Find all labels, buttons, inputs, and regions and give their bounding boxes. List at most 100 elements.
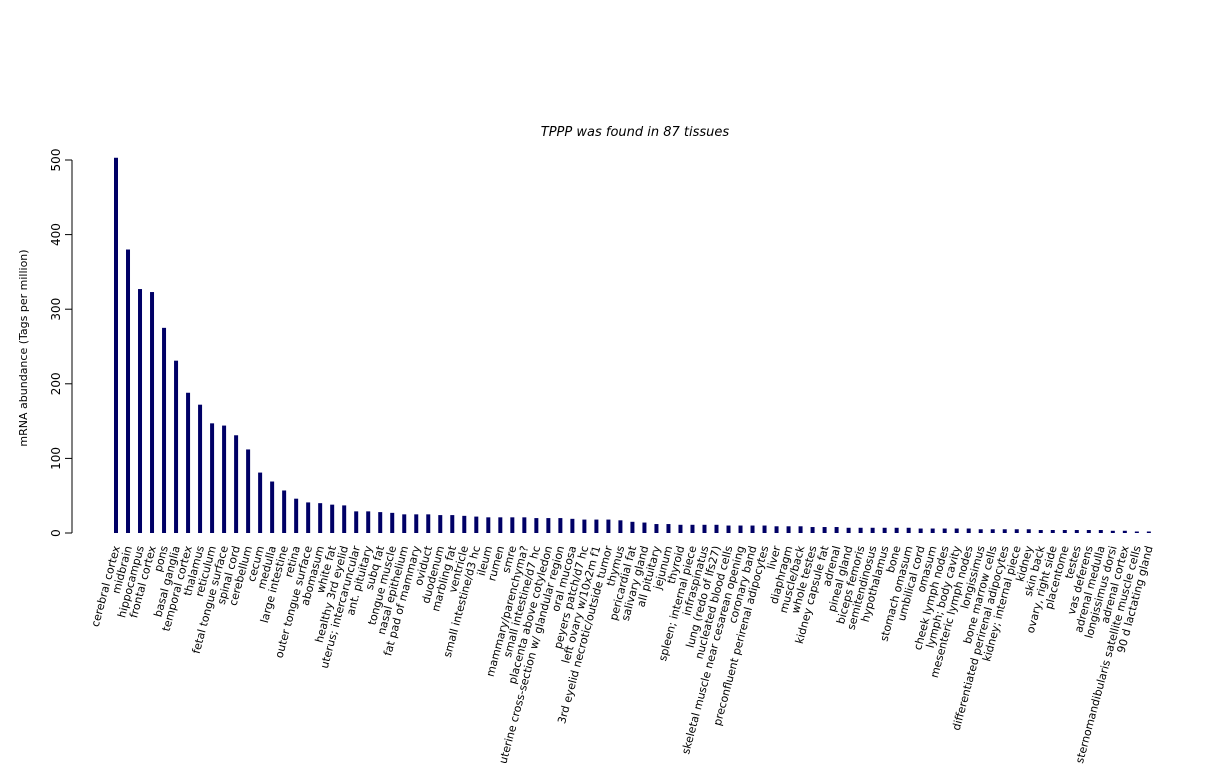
bar bbox=[726, 525, 731, 533]
bar bbox=[678, 524, 683, 533]
bar bbox=[150, 292, 155, 533]
bar bbox=[354, 511, 359, 533]
bar bbox=[882, 527, 887, 533]
bar bbox=[306, 502, 311, 533]
bar bbox=[522, 517, 527, 533]
bar bbox=[918, 528, 923, 533]
y-axis: 0 100 200 300 400 500 bbox=[49, 149, 73, 537]
bars bbox=[114, 157, 1151, 533]
y-tick-label: 200 bbox=[49, 372, 63, 395]
bar bbox=[114, 157, 118, 533]
bar bbox=[906, 527, 911, 533]
bar bbox=[1134, 531, 1139, 533]
bar bbox=[954, 528, 959, 533]
bar bbox=[1050, 530, 1055, 533]
bar bbox=[582, 519, 587, 533]
bar bbox=[210, 423, 215, 533]
bar bbox=[1086, 530, 1091, 533]
bar bbox=[834, 527, 839, 533]
bar bbox=[294, 498, 299, 533]
bar bbox=[594, 519, 599, 533]
bar bbox=[186, 392, 191, 533]
x-tick-labels: cerebral cortexmidbrainhippocampusfronta… bbox=[89, 544, 1156, 765]
bar bbox=[570, 518, 575, 533]
bar bbox=[342, 505, 347, 533]
y-axis-label: mRNA abundance (Tags per million) bbox=[17, 249, 30, 446]
bar bbox=[1038, 530, 1043, 533]
bar bbox=[198, 404, 203, 533]
bar bbox=[450, 515, 455, 533]
bar bbox=[774, 526, 779, 533]
bar bbox=[1122, 530, 1127, 533]
bar bbox=[870, 527, 875, 533]
bar bbox=[642, 522, 647, 533]
bar bbox=[1098, 530, 1103, 533]
bar bbox=[1002, 529, 1007, 533]
bar bbox=[630, 521, 635, 533]
bar bbox=[558, 518, 563, 533]
bar bbox=[330, 504, 335, 533]
bar bbox=[702, 524, 707, 533]
bar bbox=[786, 526, 791, 533]
bar bbox=[126, 249, 131, 533]
bar bbox=[1074, 530, 1079, 533]
bar bbox=[738, 525, 743, 533]
bar bbox=[1026, 529, 1031, 533]
bar bbox=[162, 327, 167, 533]
bar bbox=[486, 517, 491, 533]
bar bbox=[270, 481, 275, 533]
bar bbox=[462, 515, 467, 533]
bar bbox=[402, 514, 407, 533]
bar bbox=[510, 517, 515, 533]
bar bbox=[606, 519, 611, 533]
bar bbox=[846, 527, 851, 533]
bar bbox=[1110, 530, 1115, 533]
bar bbox=[474, 516, 479, 533]
bar bbox=[1062, 530, 1067, 533]
y-tick-label: 0 bbox=[49, 529, 63, 537]
bar bbox=[366, 511, 371, 533]
bar bbox=[822, 527, 827, 533]
bar bbox=[438, 515, 443, 533]
bar bbox=[138, 289, 143, 533]
bar bbox=[942, 528, 947, 533]
bar bbox=[174, 360, 179, 533]
bar bbox=[414, 514, 419, 533]
bar bbox=[426, 514, 431, 533]
bar bbox=[1014, 529, 1019, 533]
bar bbox=[966, 528, 971, 533]
bar bbox=[390, 512, 395, 533]
bar bbox=[666, 524, 671, 533]
chart-title: TPPP was found in 87 tissues bbox=[541, 125, 730, 140]
y-tick-label: 300 bbox=[49, 298, 63, 321]
y-tick-label: 500 bbox=[49, 149, 63, 172]
bar bbox=[234, 435, 239, 533]
bar bbox=[498, 517, 503, 533]
bar bbox=[546, 518, 551, 533]
y-tick-label: 100 bbox=[49, 447, 63, 470]
bar bbox=[1146, 531, 1151, 533]
bar bbox=[258, 472, 263, 533]
x-tick-label: liver bbox=[765, 544, 784, 571]
bar bbox=[534, 518, 539, 533]
bar bbox=[246, 449, 251, 533]
bar bbox=[618, 520, 623, 533]
bar bbox=[894, 527, 899, 533]
bar bbox=[810, 527, 815, 533]
bar bbox=[282, 490, 287, 533]
bar bbox=[750, 525, 755, 533]
bar bbox=[654, 524, 659, 533]
bar bbox=[690, 524, 695, 533]
bar bbox=[318, 503, 323, 533]
bar bbox=[930, 528, 935, 533]
bar bbox=[378, 512, 383, 533]
bar bbox=[978, 529, 983, 533]
bar bbox=[222, 425, 227, 533]
y-tick-label: 400 bbox=[49, 223, 63, 246]
bar bbox=[858, 527, 863, 533]
bar bbox=[762, 525, 767, 533]
bar bbox=[714, 524, 719, 533]
bar bbox=[798, 526, 803, 533]
bar bbox=[990, 529, 995, 533]
